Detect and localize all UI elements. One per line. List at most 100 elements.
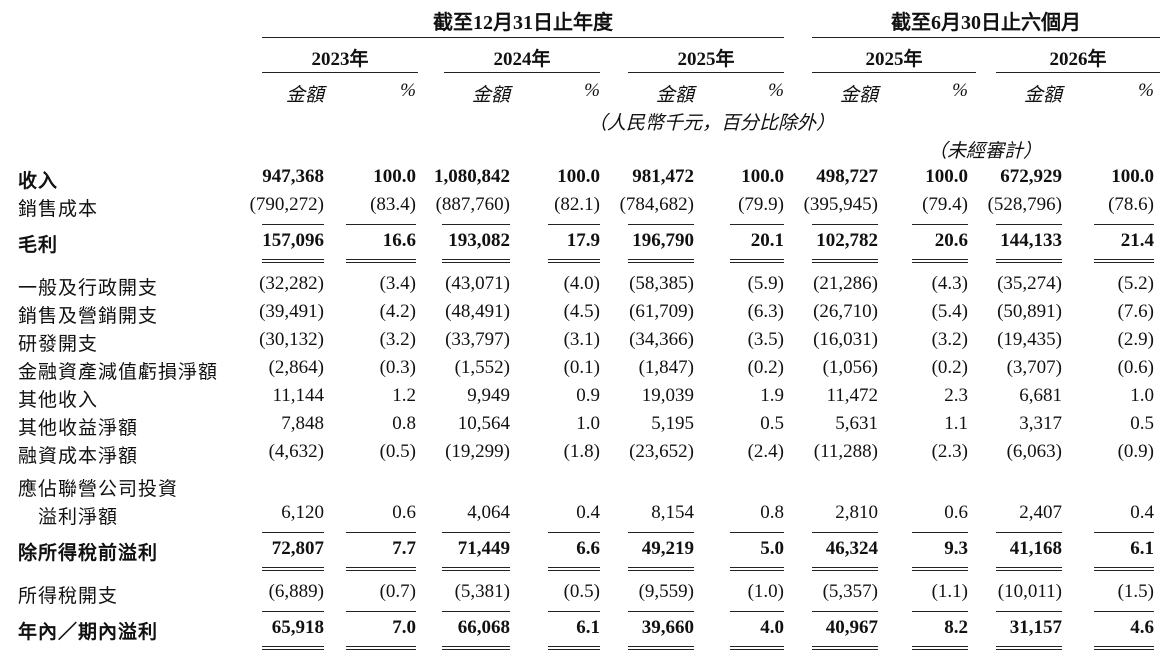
subtotal-rule	[812, 611, 878, 612]
table-cell: 4.6	[1130, 617, 1154, 638]
year-header-5: 2026年	[1049, 49, 1107, 70]
year-rule-5	[996, 72, 1160, 73]
table-cell: 0.6	[944, 502, 968, 523]
total-double-rule	[1094, 567, 1154, 571]
table-cell: (7.6)	[1117, 301, 1154, 322]
table-cell: (50,891)	[997, 301, 1062, 322]
row-label: 研發開支	[18, 334, 99, 355]
table-cell: 0.4	[1130, 502, 1154, 523]
table-cell: (0.1)	[563, 357, 600, 378]
table-cell: 144,133	[1000, 230, 1062, 251]
total-double-rule	[730, 646, 784, 650]
table-cell: (887,760)	[435, 194, 510, 215]
table-cell: (11,288)	[813, 441, 878, 462]
pct-header-3: %	[768, 80, 784, 101]
subtotal-rule	[628, 611, 694, 612]
table-cell: (3.2)	[931, 329, 968, 350]
table-cell: 8.2	[944, 617, 968, 638]
table-cell: 4.0	[760, 617, 784, 638]
table-cell: (61,709)	[629, 301, 694, 322]
year-rule-3	[628, 72, 784, 73]
header-group-interim: 截至6月30日止六個月	[891, 12, 1081, 34]
table-cell: 7.0	[392, 617, 416, 638]
table-cell: (79.9)	[738, 194, 784, 215]
table-cell: 10,564	[457, 413, 510, 434]
year-header-3: 2025年	[677, 49, 735, 70]
table-cell: (21,286)	[813, 273, 878, 294]
row-label: 溢利淨額	[18, 507, 119, 528]
pct-header-5: %	[1138, 80, 1154, 101]
total-double-rule	[442, 646, 510, 650]
table-cell: 19,039	[641, 385, 694, 406]
table-cell: (58,385)	[629, 273, 694, 294]
table-cell: 498,727	[816, 166, 878, 187]
table-cell: 100.0	[925, 166, 968, 187]
subtotal-rule	[262, 224, 324, 225]
table-cell: (4,632)	[268, 441, 324, 462]
table-cell: (26,710)	[813, 301, 878, 322]
subtotal-rule	[628, 224, 694, 225]
total-double-rule	[442, 567, 510, 571]
subtotal-rule	[812, 224, 878, 225]
subtotal-rule	[730, 532, 784, 533]
table-cell: 39,660	[641, 617, 694, 638]
table-cell: 0.9	[576, 385, 600, 406]
table-cell: (4.2)	[379, 301, 416, 322]
total-double-rule	[996, 646, 1062, 650]
table-cell: (5.4)	[931, 301, 968, 322]
table-cell: 11,144	[272, 385, 324, 406]
table-cell: (33,797)	[445, 329, 510, 350]
table-cell: 6,681	[1019, 385, 1062, 406]
table-cell: 193,082	[448, 230, 510, 251]
table-cell: (1.8)	[563, 441, 600, 462]
table-cell: (3.5)	[747, 329, 784, 350]
total-double-rule	[812, 567, 878, 571]
year-rule-4	[812, 72, 976, 73]
total-double-rule	[262, 259, 324, 263]
table-cell: 40,967	[825, 617, 878, 638]
table-cell: (16,031)	[813, 329, 878, 350]
table-cell: (19,435)	[997, 329, 1062, 350]
row-label: 一般及行政開支	[18, 278, 159, 299]
table-cell: 4,064	[467, 502, 510, 523]
row-label: 其他收入	[18, 390, 99, 411]
total-double-rule	[812, 646, 878, 650]
table-cell: 0.5	[760, 413, 784, 434]
table-cell: (5.2)	[1117, 273, 1154, 294]
table-cell: 672,929	[1000, 166, 1062, 187]
pct-header-4: %	[952, 80, 968, 101]
total-double-rule	[346, 646, 416, 650]
table-cell: (39,491)	[259, 301, 324, 322]
subtotal-rule	[1094, 611, 1154, 612]
table-cell: (6,063)	[1006, 441, 1062, 462]
total-double-rule	[548, 567, 600, 571]
total-double-rule	[346, 567, 416, 571]
table-cell: 196,790	[632, 230, 694, 251]
table-cell: 16.6	[382, 230, 416, 251]
table-cell: 0.5	[1130, 413, 1154, 434]
table-cell: (3.1)	[563, 329, 600, 350]
table-cell: 6.1	[576, 617, 600, 638]
table-cell: 31,157	[1009, 617, 1062, 638]
table-cell: (395,945)	[803, 194, 878, 215]
total-double-rule	[442, 259, 510, 263]
subtotal-rule	[996, 532, 1062, 533]
total-double-rule	[730, 259, 784, 263]
unaudited-note: （未經審計）	[928, 141, 1043, 162]
table-cell: 6.1	[1130, 538, 1154, 559]
total-double-rule	[548, 259, 600, 263]
table-cell: (0.3)	[379, 357, 416, 378]
table-cell: 11,472	[826, 385, 878, 406]
table-cell: 17.9	[566, 230, 600, 251]
year-header-2: 2024年	[493, 49, 551, 70]
table-cell: 2.3	[944, 385, 968, 406]
table-cell: 5,631	[835, 413, 878, 434]
row-label: 所得稅開支	[18, 586, 119, 607]
subtotal-rule	[548, 224, 600, 225]
table-cell: 66,068	[457, 617, 510, 638]
table-cell: 947,368	[262, 166, 324, 187]
subtotal-rule	[346, 224, 416, 225]
table-cell: 8,154	[651, 502, 694, 523]
table-cell: (2.3)	[931, 441, 968, 462]
table-cell: 0.6	[392, 502, 416, 523]
